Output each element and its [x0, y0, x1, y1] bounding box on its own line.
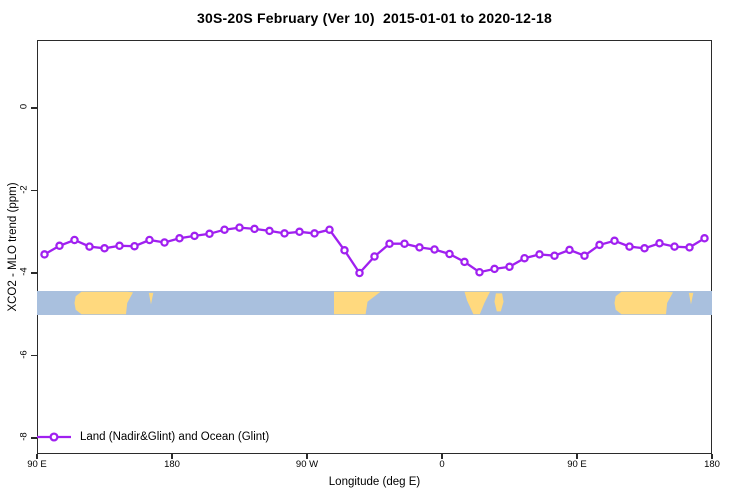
data-point-marker	[565, 245, 574, 255]
data-point-marker	[310, 229, 319, 238]
data-point-marker	[145, 235, 154, 245]
data-point-marker	[535, 250, 544, 259]
data-line-series	[40, 223, 709, 278]
y-tick-label: 0	[18, 103, 30, 110]
data-point-marker	[685, 243, 694, 252]
data-point-marker	[115, 241, 124, 251]
data-point-marker	[280, 229, 289, 238]
chart-title: 30S-20S February (Ver 10) 2015-01-01 to …	[197, 10, 552, 26]
legend: Land (Nadir&Glint) and Ocean (Glint)	[36, 429, 269, 445]
data-point-marker	[400, 239, 409, 248]
data-point-marker	[325, 225, 334, 234]
data-point-marker	[340, 246, 349, 255]
data-point-marker	[700, 234, 709, 243]
land-patch-australia	[74, 291, 133, 315]
data-point-marker	[85, 242, 94, 251]
data-point-marker	[130, 241, 139, 251]
data-point-marker	[670, 242, 679, 251]
x-tick-mark	[306, 454, 308, 459]
data-point-marker	[490, 264, 499, 274]
x-tick-label: 90 W	[295, 459, 319, 470]
y-axis-title: XCO2 - MLO trend (ppm)	[7, 182, 19, 312]
data-point-marker	[460, 257, 469, 267]
data-point-marker	[205, 229, 214, 239]
data-point-marker	[445, 249, 454, 259]
data-point-marker	[220, 225, 229, 234]
land-patch-new-caledonia	[148, 292, 154, 305]
x-tick-mark	[711, 454, 713, 459]
x-axis-title: Longitude (deg E)	[328, 476, 421, 488]
data-point-marker	[640, 244, 649, 253]
x-tick-label: 0	[439, 459, 445, 470]
data-point-marker	[610, 236, 619, 246]
y-tick-mark	[31, 354, 37, 357]
land-patch-australia	[614, 291, 673, 315]
x-tick-label: 180	[164, 459, 180, 470]
data-point-marker	[295, 227, 304, 237]
data-point-marker	[100, 244, 109, 253]
data-point-marker	[625, 242, 634, 251]
data-point-marker	[235, 223, 244, 232]
data-point-marker	[55, 241, 64, 251]
y-tick-label: -6	[18, 349, 30, 359]
data-point-marker	[385, 239, 394, 248]
x-tick-label: 90 E	[27, 459, 47, 470]
data-point-marker	[160, 238, 169, 247]
data-point-marker	[595, 240, 604, 250]
land-patch-southern-africa	[464, 291, 490, 315]
data-point-marker	[250, 224, 259, 234]
y-tick-mark	[31, 189, 37, 192]
data-point-marker	[415, 243, 424, 252]
data-point-marker	[355, 268, 364, 278]
data-point-marker	[40, 250, 49, 259]
legend-marker-icon	[49, 432, 59, 442]
plot-area	[37, 40, 712, 454]
y-tick-mark	[31, 437, 37, 439]
x-tick-label: 90 E	[567, 459, 587, 470]
land-patch-new-caledonia	[688, 292, 694, 305]
y-tick-mark	[31, 107, 37, 109]
data-point-marker	[475, 267, 484, 277]
data-point-marker	[70, 235, 79, 245]
y-tick-label: -2	[18, 184, 30, 194]
data-point-marker	[505, 262, 514, 272]
x-tick-mark	[576, 454, 578, 459]
x-tick-mark	[36, 454, 38, 459]
y-tick-label: -8	[18, 432, 30, 441]
data-point-marker	[550, 251, 559, 260]
x-tick-mark	[441, 454, 443, 459]
land-ocean-strip	[37, 291, 712, 315]
data-point-marker	[430, 245, 439, 254]
data-point-marker	[520, 253, 529, 263]
legend-line-marker-icon	[37, 432, 71, 442]
legend-label: Land (Nadir&Glint) and Ocean (Glint)	[80, 431, 270, 443]
y-tick-label: -4	[18, 267, 30, 276]
x-tick-label: 180	[704, 459, 720, 470]
data-point-marker	[370, 252, 379, 261]
land-patch-south-america	[334, 291, 381, 315]
data-point-marker	[190, 231, 199, 241]
data-point-marker	[175, 234, 184, 243]
data-point-marker	[655, 239, 664, 248]
land-patch-madagascar	[494, 293, 504, 312]
y-tick-mark	[31, 272, 37, 274]
data-point-marker	[265, 226, 274, 236]
x-tick-mark	[171, 454, 173, 459]
series-line	[43, 226, 706, 275]
data-point-marker	[580, 251, 589, 260]
